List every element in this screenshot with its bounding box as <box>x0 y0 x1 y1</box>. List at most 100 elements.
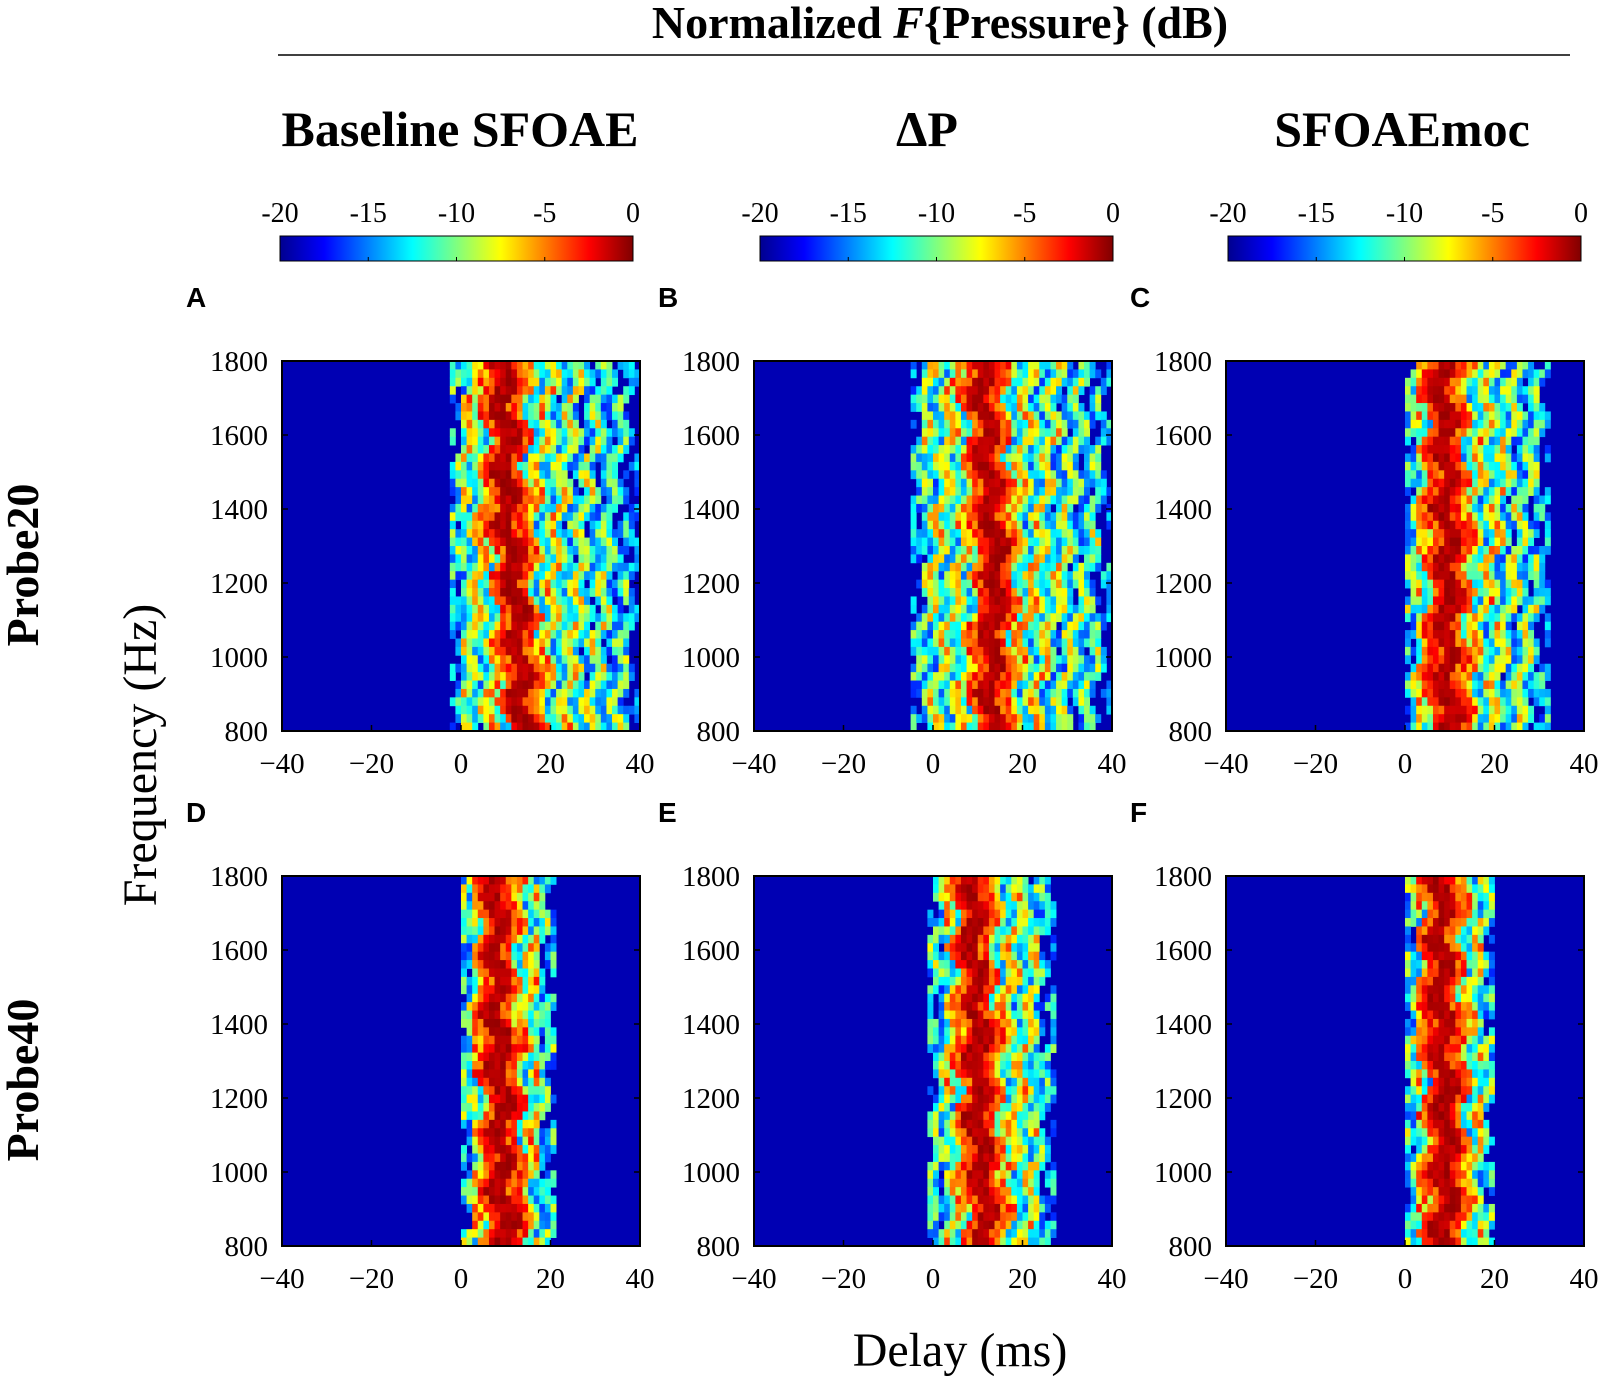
heatmap-cell <box>539 1103 546 1112</box>
heatmap-cell <box>1072 646 1079 656</box>
heatmap-cell <box>1500 705 1507 715</box>
heatmap-cell <box>516 1086 523 1096</box>
heatmap-cell <box>494 1077 501 1087</box>
heatmap-cell <box>483 571 490 581</box>
heatmap-cell <box>949 892 956 902</box>
heatmap-cell <box>1460 411 1467 421</box>
heatmap-cell <box>472 546 479 555</box>
heatmap-cell <box>1516 377 1523 387</box>
heatmap-cell <box>960 672 967 681</box>
heatmap-cell <box>944 901 951 911</box>
heatmap-cell <box>584 461 591 471</box>
heatmap-cell <box>972 411 979 421</box>
heatmap-cell <box>1466 419 1473 429</box>
heatmap-cell <box>988 419 995 429</box>
heatmap-cell <box>483 596 490 606</box>
heatmap-cell <box>466 1178 473 1188</box>
heatmap-cell <box>1011 613 1018 623</box>
heatmap-cell <box>1089 680 1096 690</box>
heatmap-cell <box>516 697 523 707</box>
heatmap-cell <box>1494 411 1501 421</box>
heatmap-cell <box>505 985 512 995</box>
heatmap-cell <box>1084 705 1091 715</box>
heatmap-cell <box>1078 411 1085 421</box>
heatmap-cell <box>977 487 984 496</box>
heatmap-cell <box>533 985 540 995</box>
heatmap-cell <box>1405 419 1411 429</box>
heatmap-cell <box>595 394 602 404</box>
heatmap-cell <box>988 876 995 885</box>
heatmap-cell <box>1011 909 1018 919</box>
heatmap-cell <box>567 478 574 488</box>
heatmap-cell <box>1533 487 1540 496</box>
heatmap-cell <box>505 1094 512 1104</box>
heatmap-cell <box>944 892 951 902</box>
heatmap-cell <box>522 705 529 715</box>
heatmap-cell <box>544 1195 551 1205</box>
heatmap-cell <box>938 554 945 564</box>
heatmap-cell <box>1427 386 1434 396</box>
y-tick-label: 1600 <box>210 935 268 967</box>
heatmap-cell <box>494 436 501 446</box>
heatmap-cell <box>1427 453 1434 463</box>
heatmap-cell <box>1449 604 1456 614</box>
heatmap-cell <box>522 445 529 454</box>
heatmap-cell <box>600 503 607 513</box>
heatmap-cell <box>500 394 507 404</box>
heatmap-cell <box>544 461 551 471</box>
heatmap-cell <box>544 1018 551 1028</box>
heatmap-cell <box>522 1153 529 1163</box>
heatmap-cell <box>455 613 462 623</box>
heatmap-cell <box>1528 663 1535 673</box>
heatmap-cell <box>589 419 596 429</box>
heatmap-cell <box>528 943 535 953</box>
heatmap-cell <box>561 621 568 631</box>
heatmap-cell <box>483 1220 490 1230</box>
heatmap-cell <box>1039 630 1046 639</box>
heatmap-cell <box>544 993 551 1003</box>
heatmap-cell <box>1449 419 1456 429</box>
heatmap-cell <box>488 1145 495 1154</box>
heatmap-cell <box>1438 512 1445 522</box>
heatmap-cell <box>634 714 641 723</box>
heatmap-cell <box>955 697 962 707</box>
heatmap-cell <box>1444 369 1451 379</box>
heatmap-cell <box>1016 361 1023 370</box>
heatmap-cell <box>1061 377 1068 387</box>
heatmap-cell <box>1533 419 1540 429</box>
heatmap-cell <box>983 478 990 488</box>
heatmap-cell <box>938 361 945 370</box>
heatmap-cell <box>472 630 479 639</box>
heatmap-cell <box>483 1203 490 1213</box>
heatmap-cell <box>983 562 990 572</box>
heatmap-cell <box>1460 478 1467 488</box>
heatmap-cell <box>1033 361 1040 370</box>
heatmap-cell <box>500 638 507 648</box>
heatmap-cell <box>511 604 518 614</box>
heatmap-cell <box>628 529 635 538</box>
heatmap-cell <box>528 1170 535 1180</box>
heatmap-cell <box>1078 697 1085 707</box>
heatmap-cell <box>477 1119 484 1129</box>
heatmap-cell <box>1089 621 1096 631</box>
heatmap-cell <box>1488 663 1495 673</box>
heatmap-cell <box>595 697 602 707</box>
heatmap-cell <box>461 1094 467 1104</box>
heatmap-cell <box>1056 537 1063 547</box>
heatmap-cell <box>550 386 557 396</box>
heatmap-cell <box>500 960 507 969</box>
heatmap-cell <box>488 596 495 606</box>
heatmap-cell <box>1000 688 1007 698</box>
heatmap-cell <box>1005 722 1012 732</box>
heatmap-cell <box>1533 646 1540 656</box>
heatmap-cell <box>933 562 939 572</box>
heatmap-cell <box>561 394 568 404</box>
heatmap-cell <box>1005 512 1012 522</box>
heatmap-cell <box>1050 495 1057 505</box>
heatmap-cell <box>449 588 456 597</box>
heatmap-cell <box>449 520 456 530</box>
y-tick-label: 800 <box>225 1231 269 1263</box>
heatmap-cell <box>921 537 928 547</box>
heatmap-cell <box>1516 579 1523 589</box>
